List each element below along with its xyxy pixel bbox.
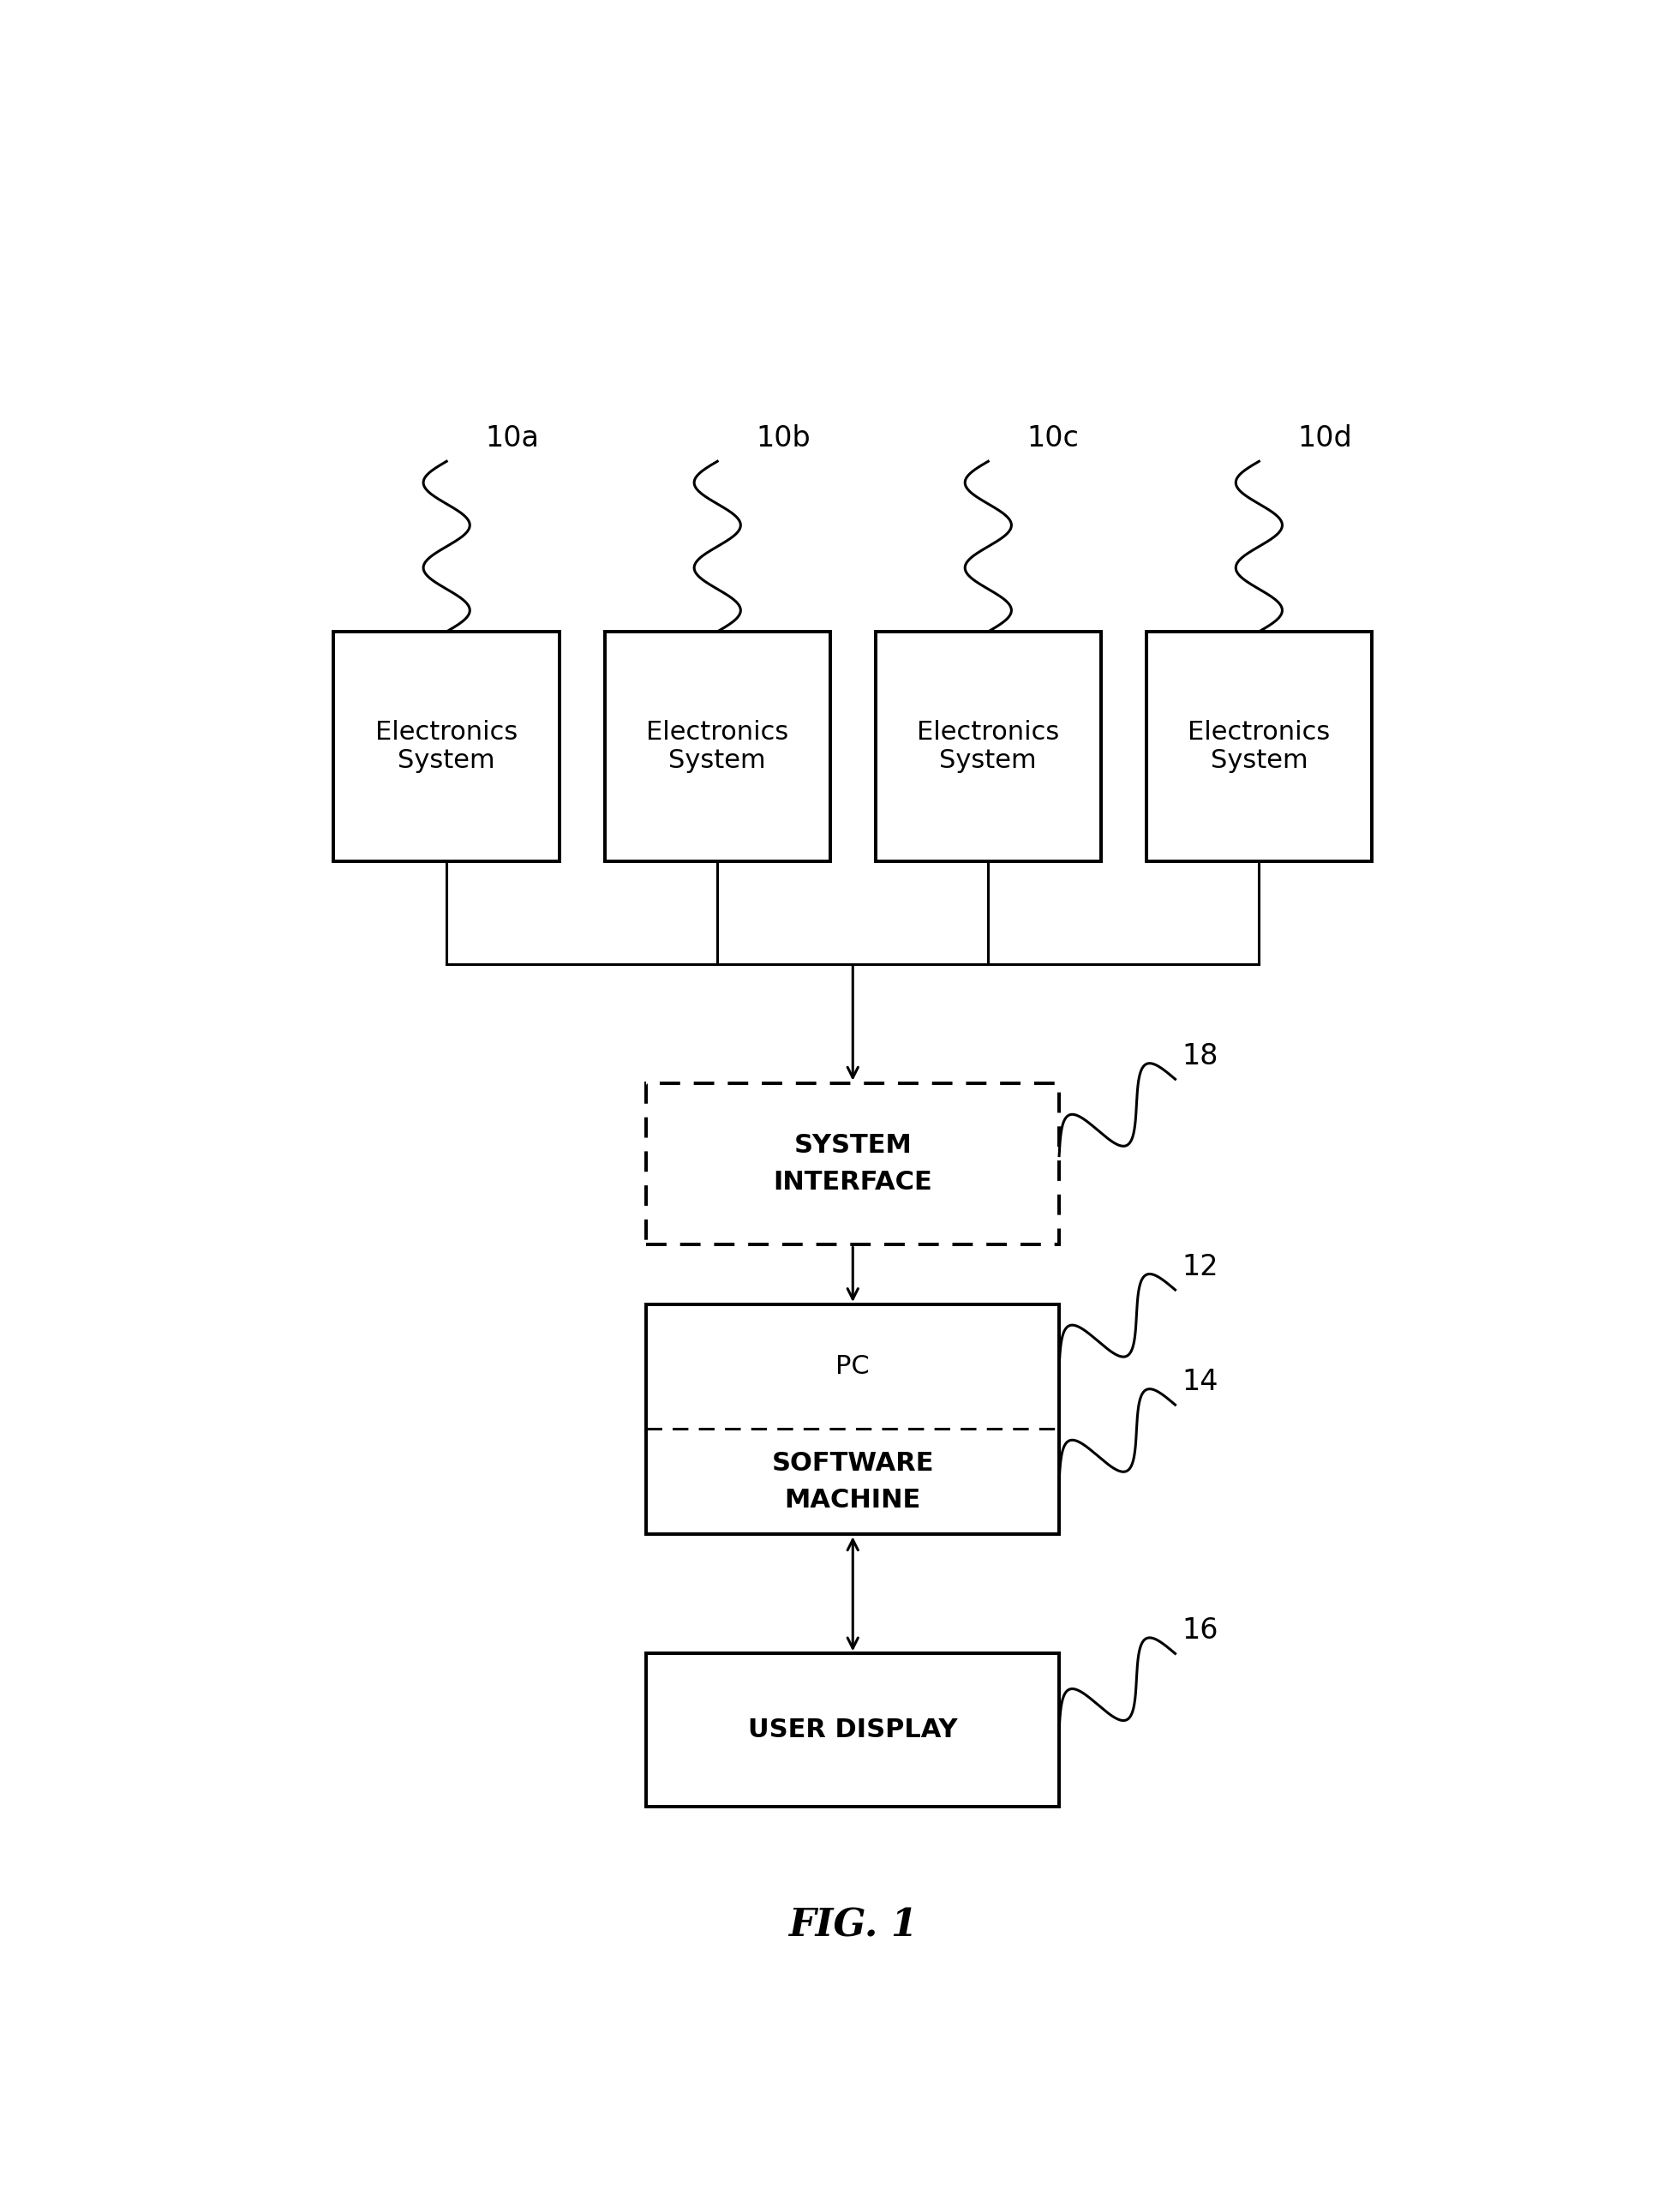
Text: USER DISPLAY: USER DISPLAY: [749, 1719, 957, 1743]
Bar: [334, 633, 559, 860]
Text: PC: PC: [835, 1354, 870, 1378]
Text: Electronics
System: Electronics System: [917, 719, 1060, 774]
Text: 10b: 10b: [755, 425, 810, 453]
Text: Electronics
System: Electronics System: [646, 719, 789, 774]
Bar: [875, 633, 1102, 860]
Bar: [604, 633, 830, 860]
Text: 10a: 10a: [486, 425, 539, 453]
Bar: [1146, 633, 1371, 860]
Text: 10d: 10d: [1298, 425, 1353, 453]
Text: 18: 18: [1181, 1042, 1218, 1071]
Text: 16: 16: [1181, 1617, 1218, 1646]
Text: FIG. 1: FIG. 1: [789, 1907, 917, 1944]
Text: SOFTWARE
MACHINE: SOFTWARE MACHINE: [772, 1451, 934, 1513]
Bar: [646, 1655, 1060, 1807]
Text: Electronics
System: Electronics System: [376, 719, 518, 774]
Bar: [646, 1305, 1060, 1535]
Text: 14: 14: [1181, 1367, 1218, 1396]
Bar: [646, 1084, 1060, 1245]
Text: 12: 12: [1181, 1252, 1218, 1281]
Text: Electronics
System: Electronics System: [1188, 719, 1330, 774]
Text: 10c: 10c: [1027, 425, 1078, 453]
Text: SYSTEM
INTERFACE: SYSTEM INTERFACE: [774, 1133, 932, 1194]
